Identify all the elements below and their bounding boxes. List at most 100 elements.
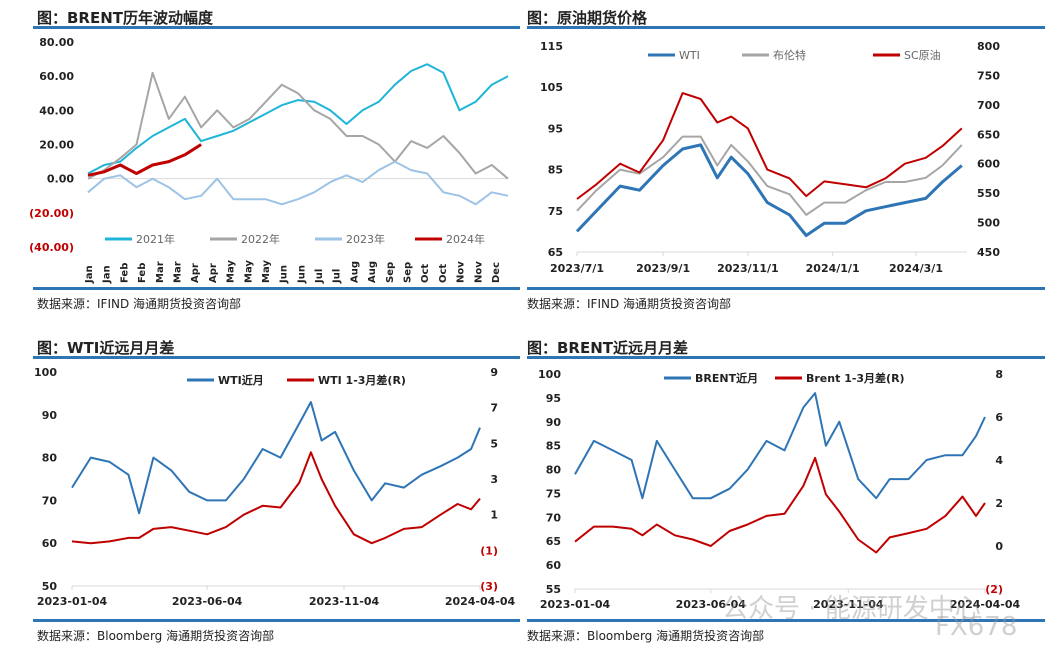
bottom-rule: [527, 287, 1045, 290]
y-tick-label: 70: [546, 511, 562, 524]
y-tick-label: 55: [546, 583, 561, 596]
x-tick-label: 2023-01-04: [540, 598, 611, 611]
y2-tick-label: 750: [977, 69, 1000, 82]
y-tick-label: 95: [548, 122, 563, 135]
x-tick-label: 2024/3/1: [889, 262, 943, 275]
title-rule: [527, 26, 1045, 29]
legend-label: 布伦特: [773, 48, 806, 62]
y2-tick-label: 1: [490, 509, 498, 522]
y-tick-label: 85: [546, 440, 561, 453]
x-tick-label: Aug: [349, 261, 360, 283]
x-tick-label: 2023/9/1: [636, 262, 690, 275]
y2-tick-label: 3: [490, 473, 498, 486]
y-tick-label: 50: [42, 580, 58, 593]
y2-tick-label: 5: [490, 437, 498, 450]
x-tick-label: 2023/11/1: [717, 262, 779, 275]
legend-label: WTI 1-3月差(R): [318, 373, 406, 387]
y-tick-label: 40.00: [39, 104, 74, 117]
watermark-text: 公众号 · 能源研发中心: [722, 594, 981, 624]
legend-label: WTI: [679, 49, 700, 62]
x-tick-label: Mar: [155, 261, 166, 283]
bottom-rule: [527, 619, 1045, 622]
y-tick-label: 60: [546, 559, 562, 572]
legend-label: Brent 1-3月差(R): [806, 371, 905, 385]
x-tick-label: Apr: [190, 263, 201, 283]
y-tick-label: 80.00: [39, 36, 74, 49]
chart-title: 图：原油期货价格: [527, 9, 648, 27]
source-note: 数据来源：IFIND 海通期货投资咨询部: [37, 297, 242, 311]
legend-label: BRENT近月: [695, 371, 758, 385]
legend-label: 2023年: [346, 232, 385, 246]
x-tick-label: Nov: [456, 261, 467, 283]
title-rule: [527, 356, 1045, 359]
title-rule: [33, 356, 520, 359]
y2-tick-label: 800: [977, 40, 1000, 53]
series-line-BRENT近月: [574, 392, 986, 500]
y2-tick-label: 8: [995, 368, 1003, 381]
series-line-2022年: [87, 71, 509, 180]
y2-tick-label: 550: [977, 187, 1000, 200]
y-tick-label: 60.00: [39, 70, 74, 83]
source-note: 数据来源：Bloomberg 海通期货投资咨询部: [527, 629, 765, 643]
y2-tick-label: (3): [480, 580, 498, 593]
x-tick-label: Jul: [332, 269, 343, 284]
chart-title: 图：BRENT近远月月差: [527, 339, 689, 357]
x-tick-label: 2023-11-04: [813, 598, 884, 611]
series-line-Brent 1-3月差(R): [574, 456, 986, 554]
x-tick-label: May: [226, 260, 237, 283]
x-tick-label: May: [261, 260, 272, 283]
x-tick-label: 2024/1/1: [806, 262, 860, 275]
x-tick-label: 2023/7/1: [550, 262, 604, 275]
y2-tick-label: (2): [985, 583, 1003, 596]
legend-label: 2021年: [136, 232, 175, 246]
x-tick-label: Oct: [420, 264, 431, 283]
series-line-WTI: [575, 143, 963, 237]
y-tick-label: 70: [42, 494, 58, 507]
watermark-brand: FX678: [935, 612, 1018, 642]
x-tick-label: Sep: [385, 262, 396, 283]
x-tick-label: 2023-06-04: [676, 598, 747, 611]
y2-tick-label: 600: [977, 158, 1000, 171]
y2-tick-label: (1): [480, 544, 498, 557]
y-tick-label: 100: [538, 368, 561, 381]
x-tick-label: Oct: [438, 264, 449, 283]
source-note: 数据来源：IFIND 海通期货投资咨询部: [527, 297, 732, 311]
y-tick-label: (20.00): [29, 207, 74, 220]
y-tick-label: 65: [546, 535, 561, 548]
y-tick-label: 90: [42, 409, 58, 422]
series-line-WTI近月: [71, 401, 481, 515]
series-line-SC原油: [576, 92, 963, 200]
y2-tick-label: 4: [995, 454, 1003, 467]
x-tick-label: Nov: [473, 261, 484, 283]
legend-label: 2022年: [241, 232, 280, 246]
x-tick-label: Jan: [84, 265, 95, 284]
chart-title: 图：BRENT历年波动幅度: [37, 9, 214, 27]
y-tick-label: (40.00): [29, 241, 74, 254]
x-tick-label: Jun: [279, 265, 290, 284]
y-tick-label: 95: [546, 392, 561, 405]
y-tick-label: 80: [546, 464, 562, 477]
y-tick-label: 105: [540, 81, 563, 94]
title-rule: [33, 26, 520, 29]
series-line-2021年: [87, 63, 509, 175]
legend-label: 2024年: [446, 232, 485, 246]
y-tick-label: 100: [34, 366, 57, 379]
chart-title: 图：WTI近远月月差: [37, 339, 175, 357]
y-tick-label: 90: [546, 416, 562, 429]
y2-tick-label: 9: [490, 366, 498, 379]
x-tick-label: Sep: [403, 262, 414, 283]
y-tick-label: 60: [42, 537, 58, 550]
x-tick-label: 2023-11-04: [309, 595, 380, 608]
series-line-2023年: [87, 160, 509, 206]
x-tick-label: Dec: [491, 262, 502, 283]
y-tick-label: 80: [42, 452, 58, 465]
series-line-布伦特: [576, 135, 963, 216]
y2-tick-label: 650: [977, 128, 1000, 141]
bottom-rule: [33, 619, 520, 622]
y-tick-label: 65: [548, 246, 563, 259]
bottom-rule: [33, 287, 520, 290]
legend-label: SC原油: [904, 48, 941, 62]
x-tick-label: May: [243, 260, 254, 283]
x-tick-label: Apr: [208, 263, 219, 283]
